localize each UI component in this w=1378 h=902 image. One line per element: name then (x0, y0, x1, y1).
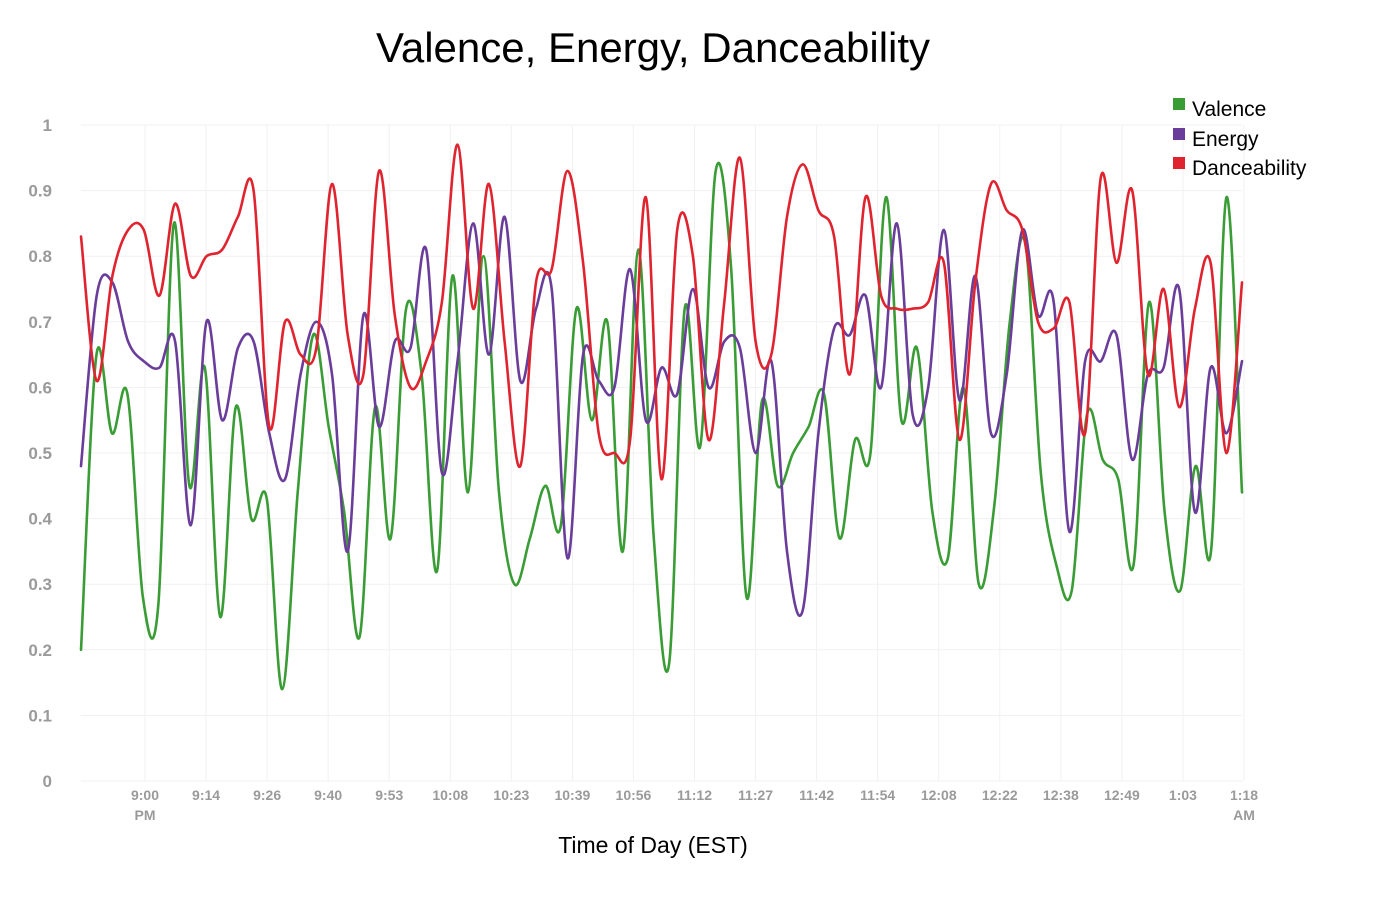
legend-label-valence: Valence (1192, 98, 1266, 121)
x-tick-label: 9:40 (314, 787, 342, 803)
x-tick-label: 9:26 (253, 787, 281, 803)
x-axis-label: Time of Day (EST) (558, 832, 748, 858)
series-line-danceability (79, 143, 1244, 481)
x-tick-label: 12:08 (921, 787, 957, 803)
chart-title: Valence, Energy, Danceability (376, 24, 930, 71)
x-tick-label: 11:42 (799, 787, 834, 803)
y-tick-label: 0.5 (28, 444, 52, 463)
y-tick-label: 1 (43, 116, 52, 135)
y-tick-label: 0.8 (28, 247, 52, 266)
legend-swatch-valence (1173, 98, 1185, 110)
y-tick-label: 0 (43, 772, 52, 791)
y-tick-label: 0.2 (28, 641, 52, 660)
x-tick-sublabel: AM (1233, 807, 1255, 823)
x-axis: 9:00 PM 9:14 9:26 9:40 9:53 10:08 10:23 10:39 10:… (131, 787, 1258, 823)
series-lines (79, 143, 1244, 691)
legend-swatch-danceability (1173, 157, 1185, 169)
x-tick-label: 9:53 (375, 787, 403, 803)
x-tick-label: 9:00 (131, 787, 159, 803)
legend-label-energy: Energy (1192, 128, 1259, 151)
x-tick-label: 10:23 (493, 787, 529, 803)
series-line-valence (79, 161, 1244, 691)
x-tick-label: 10:39 (554, 787, 590, 803)
legend-label-danceability: Danceability (1192, 157, 1307, 180)
x-tick-label: 10:56 (616, 787, 652, 803)
y-tick-label: 0.7 (28, 313, 52, 332)
y-tick-label: 0.3 (28, 575, 52, 594)
legend: Valence Energy Danceability (1173, 98, 1307, 180)
x-tick-label: 11:12 (677, 787, 712, 803)
series-line-energy (79, 215, 1244, 618)
legend-swatch-energy (1173, 128, 1185, 140)
x-tick-sublabel: PM (135, 807, 156, 823)
x-tick-label: 12:38 (1043, 787, 1079, 803)
x-tick-label: 12:49 (1104, 787, 1140, 803)
x-tick-label: 11:27 (738, 787, 773, 803)
x-tick-label: 12:22 (982, 787, 1018, 803)
x-tick-label: 10:08 (432, 787, 468, 803)
x-tick-label: 1:18 (1230, 787, 1258, 803)
y-tick-label: 0.1 (28, 706, 52, 725)
y-axis: 0 0.1 0.2 0.3 0.4 0.5 0.6 0.7 0.8 0.9 1 (28, 116, 52, 791)
x-tick-label: 1:03 (1169, 787, 1197, 803)
y-tick-label: 0.6 (28, 378, 52, 397)
x-tick-label: 11:54 (860, 787, 895, 803)
y-tick-label: 0.9 (28, 182, 52, 201)
y-tick-label: 0.4 (28, 510, 52, 529)
x-tick-label: 9:14 (192, 787, 220, 803)
